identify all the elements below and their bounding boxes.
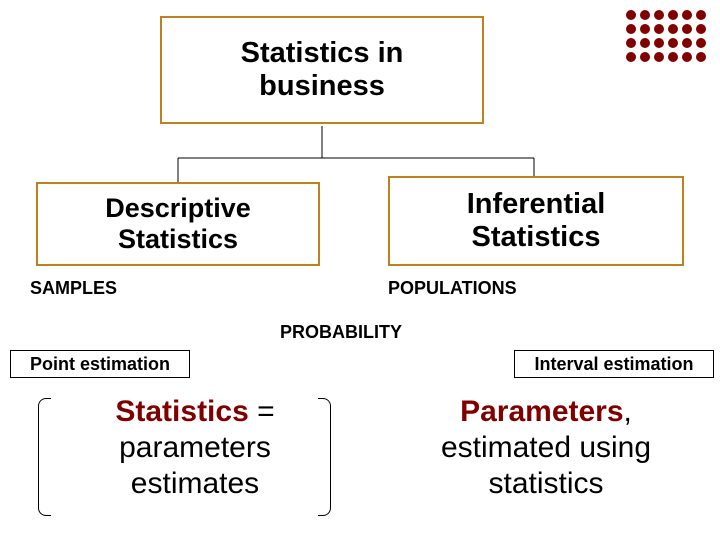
interval-estimation-box: Interval estimation bbox=[514, 350, 714, 378]
samples-label: SAMPLES bbox=[30, 278, 117, 299]
parameters-comma: , bbox=[624, 395, 632, 428]
parameters-word: Parameters bbox=[460, 395, 623, 428]
brace-left bbox=[38, 398, 51, 516]
descriptive-line1: Descriptive bbox=[105, 193, 251, 224]
statistics-word: Statistics bbox=[115, 395, 248, 428]
descriptive-line2: Statistics bbox=[105, 224, 251, 255]
root-box: Statistics in business bbox=[160, 16, 484, 124]
statistics-line3: estimates bbox=[70, 466, 320, 502]
inferential-line1: Inferential bbox=[467, 188, 606, 221]
statistics-text-block: Statistics = parameters estimates bbox=[70, 394, 320, 502]
interval-estimation-label: Interval estimation bbox=[534, 354, 693, 375]
point-estimation-box: Point estimation bbox=[10, 350, 190, 378]
root-line2: business bbox=[241, 70, 404, 103]
inferential-box: Inferential Statistics bbox=[388, 176, 684, 266]
root-line1: Statistics in bbox=[241, 37, 404, 70]
inferential-line2: Statistics bbox=[467, 221, 606, 254]
populations-label: POPULATIONS bbox=[388, 278, 517, 299]
parameters-line3: statistics bbox=[396, 466, 696, 502]
descriptive-box: Descriptive Statistics bbox=[36, 182, 320, 266]
parameters-line2: estimated using bbox=[396, 430, 696, 466]
statistics-line2: parameters bbox=[70, 430, 320, 466]
point-estimation-label: Point estimation bbox=[30, 354, 170, 375]
statistics-equals: = bbox=[249, 395, 275, 428]
probability-label: PROBABILITY bbox=[280, 322, 402, 343]
parameters-text-block: Parameters, estimated using statistics bbox=[396, 394, 696, 502]
